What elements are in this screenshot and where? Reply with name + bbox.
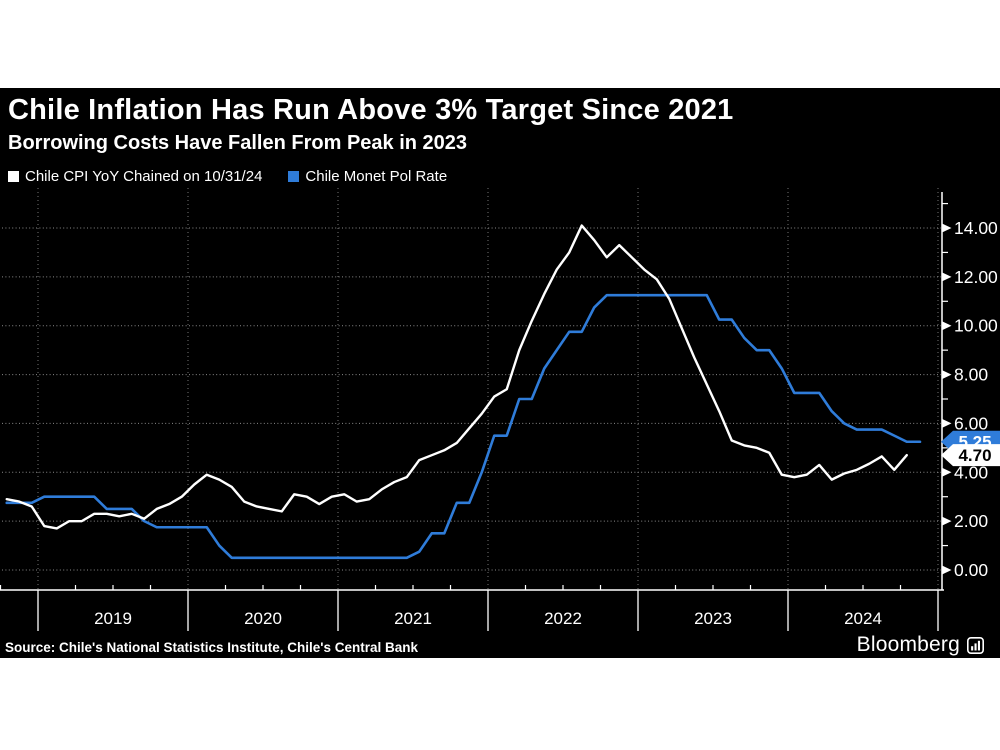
- legend-label-cpi: Chile CPI YoY Chained on 10/31/24: [25, 168, 263, 185]
- svg-text:4.00: 4.00: [954, 462, 988, 482]
- legend: Chile CPI YoY Chained on 10/31/24 Chile …: [8, 168, 447, 185]
- bloomberg-wordmark: Bloomberg: [856, 633, 960, 656]
- legend-item-cpi: Chile CPI YoY Chained on 10/31/24: [8, 168, 262, 185]
- chart-subtitle: Borrowing Costs Have Fallen From Peak in…: [8, 132, 468, 154]
- chart-title: Chile Inflation Has Run Above 3% Target …: [8, 94, 734, 126]
- svg-text:10.00: 10.00: [954, 316, 998, 336]
- svg-text:2023: 2023: [694, 609, 732, 628]
- bloomberg-logo: Bloomberg: [857, 633, 984, 657]
- svg-text:2024: 2024: [844, 609, 882, 628]
- svg-text:6.00: 6.00: [954, 413, 988, 433]
- svg-text:2.00: 2.00: [954, 511, 988, 531]
- svg-text:2022: 2022: [544, 609, 582, 628]
- svg-text:2019: 2019: [94, 609, 132, 628]
- legend-item-rate: Chile Monet Pol Rate: [288, 168, 447, 185]
- svg-text:4.70: 4.70: [958, 446, 991, 465]
- svg-text:14.00: 14.00: [954, 218, 998, 238]
- source-attribution: Source: Chile's National Statistics Inst…: [5, 640, 419, 655]
- legend-label-rate: Chile Monet Pol Rate: [305, 168, 448, 185]
- svg-text:8.00: 8.00: [954, 365, 988, 385]
- svg-text:12.00: 12.00: [954, 267, 998, 287]
- rate-series-swatch-icon: [288, 171, 300, 182]
- cpi-series-swatch-icon: [8, 171, 19, 182]
- svg-text:2020: 2020: [244, 609, 282, 628]
- bloomberg-chart-icon: [967, 636, 984, 654]
- svg-text:0.00: 0.00: [954, 560, 988, 580]
- svg-text:2021: 2021: [394, 609, 432, 628]
- chart-panel: 2019 2020 2021 2022 2023 2024 0.00 2.00 4.00 6.00…: [0, 88, 1000, 658]
- chart-canvas: 2019 2020 2021 2022 2023 2024 0.00 2.00 4.00 6.00…: [0, 188, 1000, 631]
